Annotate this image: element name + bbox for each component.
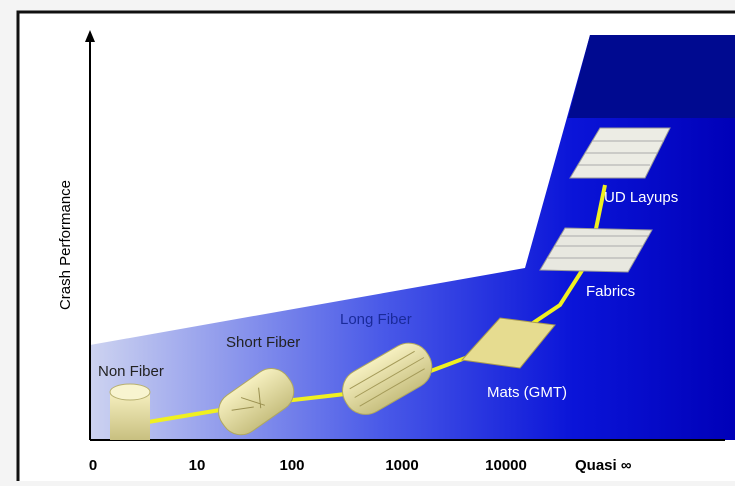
x-tick-label: 1000 <box>385 457 418 474</box>
non-fiber-object <box>110 384 150 440</box>
node-label: Long Fiber <box>340 311 412 328</box>
page: Crash Performance 0 10 100 1000 10000 Quasi ∞… <box>0 0 735 481</box>
node-label: UD Layups <box>604 189 678 206</box>
x-tick-label: Quasi ∞ <box>575 457 632 474</box>
y-axis-label: Crash Performance <box>57 180 74 310</box>
node-label: Fabrics <box>586 283 635 300</box>
top-region <box>568 35 735 118</box>
node-label: Mats (GMT) <box>487 384 567 401</box>
node-label: Non Fiber <box>98 363 164 380</box>
x-tick-label: 100 <box>279 457 304 474</box>
x-tick-label: 10 <box>189 457 206 474</box>
x-tick-label: 0 <box>89 457 97 474</box>
diagram: Crash Performance 0 10 100 1000 10000 Quasi ∞… <box>0 0 735 481</box>
node-label: Short Fiber <box>226 334 300 351</box>
x-tick-label: 10000 <box>485 457 527 474</box>
